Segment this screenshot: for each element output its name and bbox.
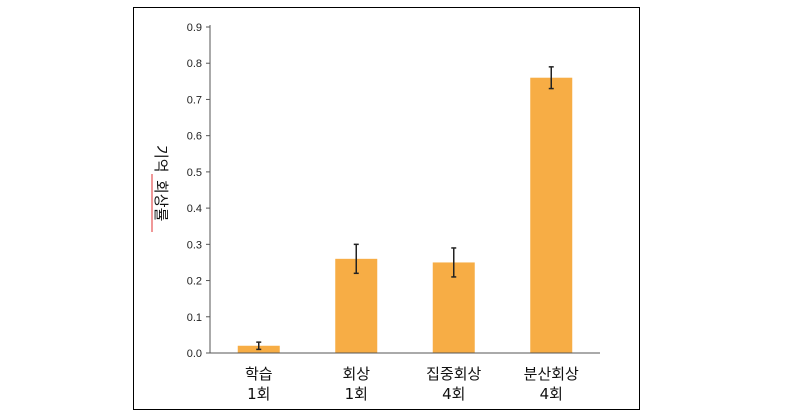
y-tick-label: 0.9 — [187, 22, 202, 34]
error-bars — [256, 66, 554, 351]
y-tick-label: 0.4 — [187, 203, 202, 215]
bar-chart: 기억 회상률 0.0 0.1 0.2 0.3 0.4 0.5 0.6 0.7 0.8 0.9 학습… — [151, 22, 600, 403]
y-tick-label: 0.8 — [187, 58, 202, 70]
category-label-line2: 4회 — [442, 385, 465, 403]
x-axis-categories: 학습 1회 회상 1회 집중회상 4회 분산회상 4회 — [245, 365, 579, 403]
y-tick-label: 0.1 — [187, 312, 202, 324]
y-axis-label: 기억 회상률 — [151, 145, 170, 232]
y-axis-ticks: 0.0 0.1 0.2 0.3 0.4 0.5 0.6 0.7 0.8 0.9 — [187, 22, 210, 360]
error-bar — [256, 341, 262, 351]
y-tick-label: 0.7 — [187, 94, 202, 106]
category-label-line2: 1회 — [247, 385, 270, 403]
category-label-line1: 집중회상 — [426, 365, 481, 383]
category-label-line1: 회상 — [342, 365, 370, 383]
chart-frame: 기억 회상률 0.0 0.1 0.2 0.3 0.4 0.5 0.6 0.7 0.8 0.9 학습… — [133, 7, 640, 410]
y-axis-label-part-1: 기억 — [152, 145, 170, 173]
error-bar — [548, 66, 554, 90]
error-bar — [353, 243, 359, 275]
y-tick-label: 0.3 — [187, 239, 202, 251]
category-label-line1: 분산회상 — [524, 365, 579, 383]
bars — [237, 77, 573, 353]
category-label-line2: 4회 — [540, 385, 563, 403]
category-label-line1: 학습 — [245, 365, 273, 383]
bar — [530, 77, 573, 353]
y-axis-label-part-2: 회상률 — [152, 180, 170, 222]
y-tick-label: 0.6 — [187, 131, 202, 143]
y-tick-label: 0.0 — [187, 348, 202, 360]
y-tick-label: 0.2 — [187, 276, 202, 288]
error-bar — [451, 247, 457, 278]
y-tick-label: 0.5 — [187, 167, 202, 179]
bar — [335, 258, 378, 353]
category-label-line2: 1회 — [345, 385, 368, 403]
